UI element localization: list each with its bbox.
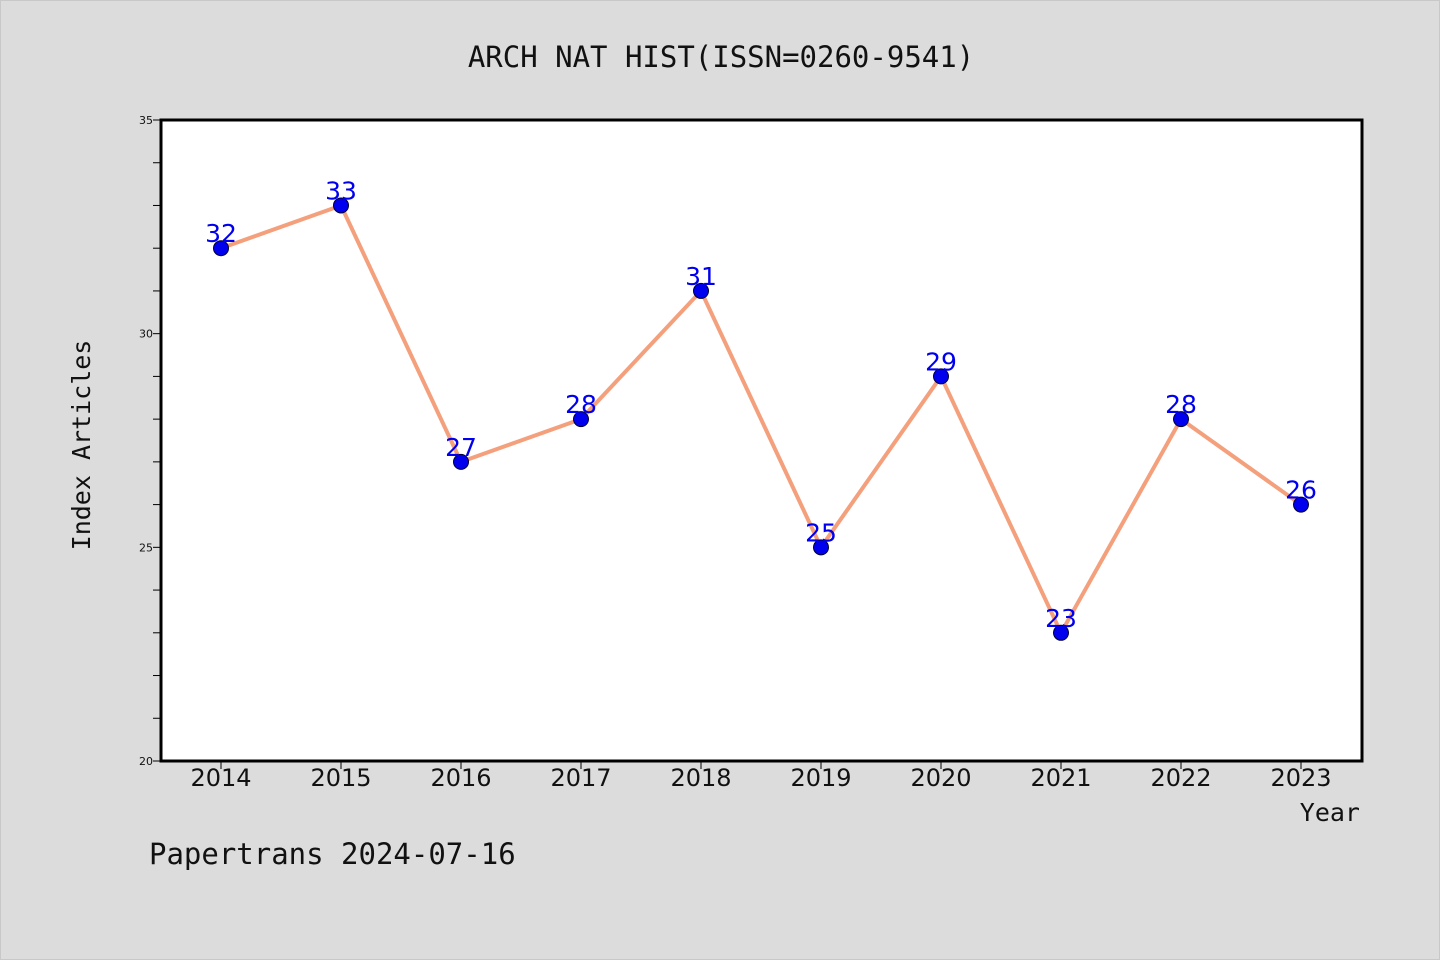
data-label: 28 xyxy=(565,390,597,419)
x-tick-label: 2020 xyxy=(910,764,971,792)
y-tick-label: 25 xyxy=(139,541,153,554)
x-tick-label: 2023 xyxy=(1270,764,1331,792)
series-line xyxy=(219,203,1303,635)
x-tick-label: 2014 xyxy=(190,764,251,792)
x-tick-label: 2019 xyxy=(790,764,851,792)
y-tick-label: 35 xyxy=(139,114,153,127)
y-axis-title: Index Articles xyxy=(67,340,96,551)
data-point xyxy=(933,368,949,385)
data-label: 25 xyxy=(805,518,837,547)
data-point xyxy=(213,240,229,257)
data-point xyxy=(453,453,469,470)
x-axis-title: Year xyxy=(1300,798,1360,827)
data-label: 27 xyxy=(445,433,477,462)
data-label: 23 xyxy=(1045,604,1077,633)
footer-credit: Papertrans 2024-07-16 xyxy=(149,837,516,871)
data-label: 33 xyxy=(325,176,357,205)
x-tick-label: 2015 xyxy=(310,764,371,792)
y-axis: 20 25 30 35 xyxy=(139,114,161,768)
data-label: 29 xyxy=(925,347,957,376)
data-point xyxy=(333,197,349,214)
data-point xyxy=(693,282,709,299)
y-tick-label: 20 xyxy=(139,755,153,768)
data-point xyxy=(573,411,589,428)
data-point xyxy=(1293,496,1309,513)
x-axis: 2014 2015 2016 2017 2018 2019 2020 2021 2022 2023 xyxy=(190,761,1332,792)
chart-title: ARCH NAT HIST(ISSN=0260-9541) xyxy=(468,40,974,74)
x-tick-label: 2016 xyxy=(430,764,491,792)
data-label: 31 xyxy=(685,262,717,291)
data-point xyxy=(1173,411,1189,428)
x-tick-label: 2021 xyxy=(1030,764,1091,792)
x-tick-label: 2018 xyxy=(670,764,731,792)
plot-area xyxy=(159,118,1364,763)
data-label: 26 xyxy=(1285,476,1317,505)
data-label: 28 xyxy=(1165,390,1197,419)
y-tick-label: 30 xyxy=(139,328,153,341)
data-label: 32 xyxy=(205,219,237,248)
x-tick-label: 2022 xyxy=(1150,764,1211,792)
data-point xyxy=(1053,624,1069,641)
x-tick-label: 2017 xyxy=(550,764,611,792)
series-layer: 32 33 27 28 31 25 29 23 28 26 xyxy=(205,176,1317,641)
data-point xyxy=(813,539,829,556)
